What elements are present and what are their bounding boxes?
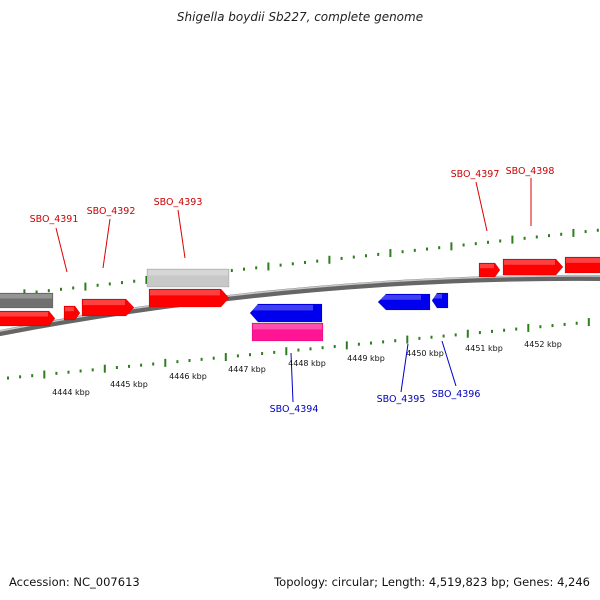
gene-forward-right-edge[interactable] (564, 256, 600, 274)
position-tick-label: 4444 kbp (52, 388, 90, 397)
genome-backbone (0, 274, 600, 337)
gene-label-sbo-4391-leader-line (55, 227, 68, 273)
gene-label-sbo-4393: SBO_4393 (154, 197, 203, 208)
gene-sbo-4392-highlight (83, 300, 125, 306)
gene-forward-right-edge-highlight (566, 258, 600, 263)
gene-sbo-4393-highlight (150, 290, 220, 296)
gene-sbo-4393[interactable] (148, 288, 230, 308)
gene-labels: SBO_4391 SBO_4392 SBO_4393 SBO_4397 SBO_4398… (30, 166, 555, 415)
gene-label-sbo-4398: SBO_4398 (506, 166, 555, 177)
gene-sbo-4391-highlight (65, 307, 74, 312)
gene-sbo-4391[interactable] (63, 305, 81, 321)
gene-forward-left-edge-highlight (0, 312, 48, 317)
gene-sbo-4394-highlight (251, 305, 313, 311)
gene-label-sbo-4392: SBO_4392 (87, 206, 136, 217)
gene-label-sbo-4397-leader-line (475, 181, 488, 232)
gene-features[interactable] (0, 256, 600, 342)
position-tick-label: 4446 kbp (169, 372, 207, 381)
gene-sbo-4397[interactable] (478, 262, 501, 278)
reverse-tick-track (7, 318, 590, 380)
gene-pseudo[interactable] (251, 322, 324, 342)
gene-label-sbo-4394-leader-line (290, 352, 294, 403)
gene-other-left-edge-highlight (0, 294, 52, 299)
gene-label-sbo-4393-leader-line (177, 209, 186, 259)
gene-label-sbo-4391: SBO_4391 (30, 214, 79, 225)
genome-backbone-highlight (0, 275, 600, 332)
gene-sbo-4398-highlight (504, 260, 555, 265)
position-tick-labels: 4444 kbp 4445 kbp 4446 kbp 4447 kbp 4448 kbp… (52, 340, 562, 397)
position-tick-label: 4449 kbp (347, 354, 385, 363)
gene-label-sbo-4395: SBO_4395 (377, 394, 426, 405)
gene-label-sbo-4395-leader-line (400, 343, 409, 393)
gene-sbo-4398[interactable] (502, 258, 564, 276)
gene-label-sbo-4396-leader-line (441, 340, 457, 387)
gene-sbo-4392[interactable] (81, 298, 135, 317)
gene-rna[interactable] (146, 268, 230, 288)
gene-sbo-4395-highlight (379, 295, 421, 300)
gene-label-sbo-4392-leader-line (102, 218, 111, 269)
gene-sbo-4396-highlight (433, 294, 442, 299)
position-tick-label: 4450 kbp (406, 349, 444, 358)
gene-other-left-edge[interactable] (0, 292, 54, 309)
gene-sbo-4397-highlight (480, 264, 494, 269)
position-tick-label: 4452 kbp (524, 340, 562, 349)
gene-sbo-4395[interactable] (377, 293, 431, 311)
gene-sbo-4394[interactable] (249, 303, 323, 323)
position-tick-label: 4451 kbp (465, 344, 503, 353)
gene-pseudo-highlight (253, 324, 322, 330)
gene-label-sbo-4394: SBO_4394 (270, 404, 319, 415)
genome-summary-text: Topology: circular; Length: 4,519,823 bp… (274, 575, 590, 589)
gene-label-sbo-4397: SBO_4397 (451, 169, 500, 180)
gene-forward-left-edge[interactable] (0, 310, 56, 327)
gene-label-sbo-4396: SBO_4396 (432, 389, 481, 400)
genome-title: Shigella boydii Sb227, complete genome (176, 10, 424, 24)
position-tick-label: 4447 kbp (228, 365, 266, 374)
position-tick-label: 4445 kbp (110, 380, 148, 389)
gene-sbo-4396[interactable] (431, 292, 449, 309)
position-tick-label: 4448 kbp (288, 359, 326, 368)
accession-text: Accession: NC_007613 (9, 575, 140, 589)
gene-rna-highlight (148, 270, 228, 276)
